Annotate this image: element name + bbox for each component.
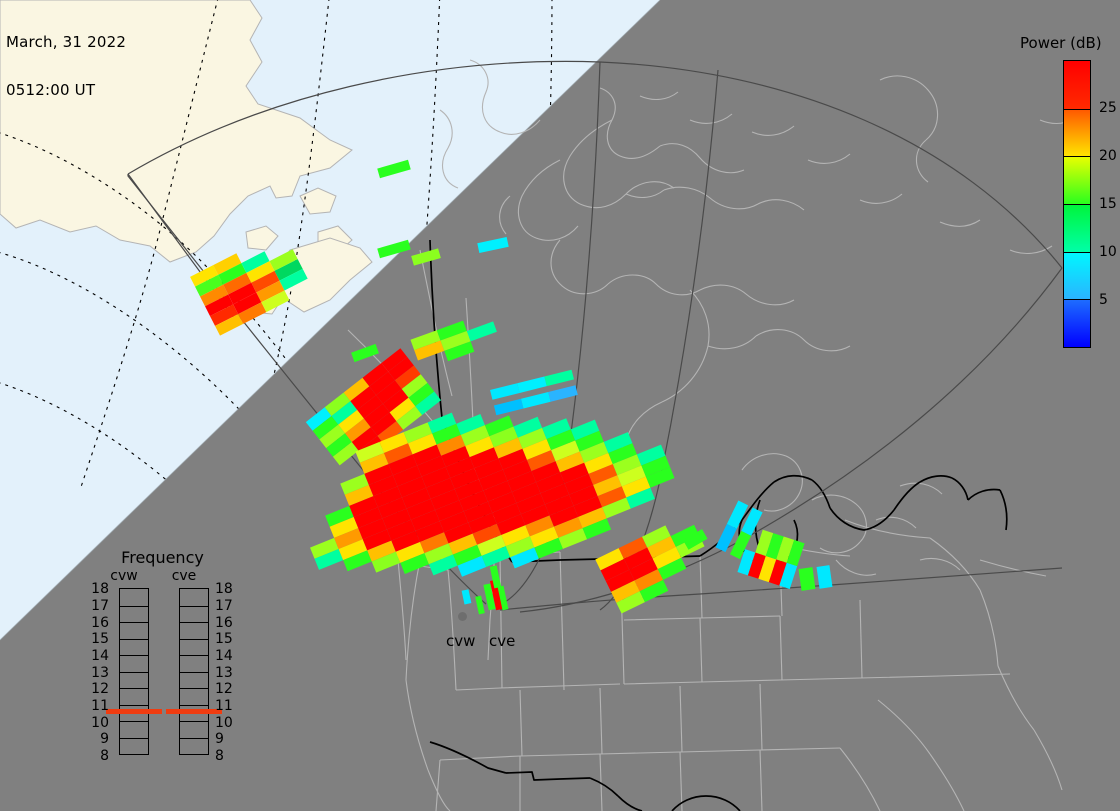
frequency-tick-right-16: 16 bbox=[215, 615, 233, 631]
frequency-tick-right-17: 17 bbox=[215, 598, 233, 614]
power-colorbar bbox=[1063, 60, 1091, 348]
radar-site-marker bbox=[458, 612, 467, 621]
frequency-tick-right-10: 10 bbox=[215, 715, 233, 731]
colorbar-tick-25: 25 bbox=[1099, 100, 1117, 116]
frequency-tick-right-15: 15 bbox=[215, 631, 233, 647]
frequency-tick-left-18: 18 bbox=[91, 581, 109, 597]
coastlines bbox=[347, 59, 1081, 811]
terminator-line bbox=[0, 0, 661, 641]
freq-cell bbox=[120, 605, 148, 623]
colorbar-segment-25-30 bbox=[1064, 61, 1090, 109]
frequency-tick-left-16: 16 bbox=[91, 615, 109, 631]
frequency-tick-left-11: 11 bbox=[91, 698, 109, 714]
freq-cell bbox=[120, 737, 148, 755]
frequency-tick-right-11: 11 bbox=[215, 698, 233, 714]
power-legend-title: Power (dB) bbox=[1020, 34, 1102, 52]
frequency-tick-left-10: 10 bbox=[91, 715, 109, 731]
frequency-tick-left-12: 12 bbox=[91, 681, 109, 697]
frequency-tick-left-13: 13 bbox=[91, 665, 109, 681]
frequency-tick-left-8: 8 bbox=[100, 748, 109, 764]
frequency-marker-cve bbox=[166, 709, 222, 714]
freq-cell bbox=[180, 688, 208, 705]
freq-cell bbox=[120, 622, 148, 639]
colorbar-segment-5-10 bbox=[1064, 251, 1090, 300]
freq-cell bbox=[180, 721, 208, 738]
colorbar-segment-0-5 bbox=[1064, 299, 1090, 347]
radar-site-label-cvw: cvw bbox=[446, 632, 476, 650]
frequency-column-header-cve: cve bbox=[171, 568, 197, 584]
freq-cell bbox=[120, 704, 148, 722]
freq-cell bbox=[180, 655, 208, 672]
frequency-bar-cve bbox=[179, 588, 209, 755]
backscatter-cells bbox=[190, 159, 833, 615]
freq-cell bbox=[180, 605, 208, 623]
frequency-tick-right-13: 13 bbox=[215, 665, 233, 681]
radar-site-label-cve: cve bbox=[489, 632, 516, 650]
frequency-tick-left-15: 15 bbox=[91, 631, 109, 647]
frequency-tick-right-8: 8 bbox=[215, 748, 224, 764]
timestamp-date: March, 31 2022 bbox=[6, 33, 127, 51]
freq-cell bbox=[180, 589, 208, 606]
power-legend: Power (dB) 25 20 15 10 5 bbox=[1012, 34, 1120, 364]
freq-cell bbox=[180, 622, 208, 639]
colorbar-tick-5: 5 bbox=[1099, 292, 1108, 308]
colorbar-segment-20-25 bbox=[1064, 108, 1090, 157]
freq-cell bbox=[120, 721, 148, 738]
frequency-column-header-cvw: cvw bbox=[110, 568, 138, 584]
frequency-tick-left-14: 14 bbox=[91, 648, 109, 664]
colorbar-segment-10-15 bbox=[1064, 203, 1090, 252]
timestamp: March, 31 2022 0512:00 UT bbox=[6, 2, 126, 130]
freq-cell bbox=[180, 671, 208, 689]
frequency-panel-title: Frequency bbox=[121, 548, 204, 567]
frequency-bar-cvw bbox=[119, 588, 149, 755]
freq-cell bbox=[180, 737, 208, 755]
freq-cell bbox=[120, 655, 148, 672]
freq-cell bbox=[180, 638, 208, 656]
frequency-tick-right-9: 9 bbox=[215, 731, 224, 747]
frequency-tick-right-18: 18 bbox=[215, 581, 233, 597]
frequency-tick-right-12: 12 bbox=[215, 681, 233, 697]
colorbar-segment-15-20 bbox=[1064, 156, 1090, 204]
colorbar-tick-10: 10 bbox=[1099, 244, 1117, 260]
freq-cell bbox=[120, 671, 148, 689]
frequency-panel: Frequency cvw cve bbox=[80, 548, 245, 764]
frequency-marker-cvw bbox=[106, 709, 162, 714]
colorbar-tick-15: 15 bbox=[1099, 196, 1117, 212]
freq-cell bbox=[120, 638, 148, 656]
freq-cell bbox=[180, 704, 208, 722]
frequency-tick-left-9: 9 bbox=[100, 731, 109, 747]
freq-cell bbox=[120, 589, 148, 606]
freq-cell bbox=[120, 688, 148, 705]
colorbar-tick-20: 20 bbox=[1099, 148, 1117, 164]
timestamp-time: 0512:00 UT bbox=[6, 81, 96, 99]
frequency-tick-right-14: 14 bbox=[215, 648, 233, 664]
frequency-tick-left-17: 17 bbox=[91, 598, 109, 614]
